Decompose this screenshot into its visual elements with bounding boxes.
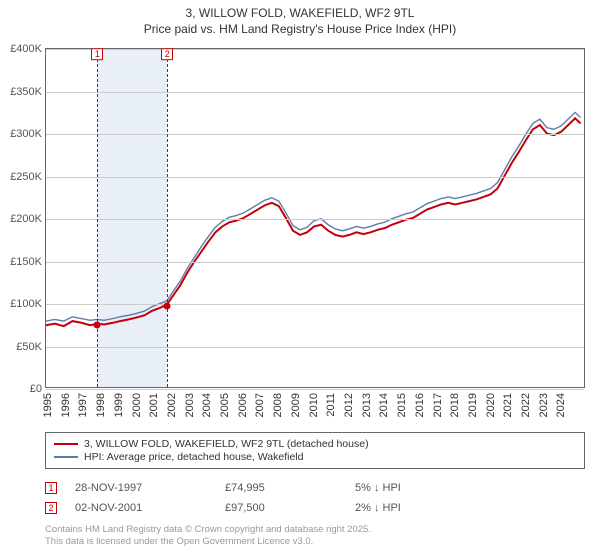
price-chart: £0£50K£100K£150K£200K£250K£300K£350K£400… xyxy=(45,48,585,388)
legend-label: HPI: Average price, detached house, Wake… xyxy=(84,451,303,463)
y-axis-label: £200K xyxy=(10,213,42,225)
transaction-marker-line xyxy=(97,49,98,387)
transactions-table: 1 28-NOV-1997£74,9955% ↓ HPI 2 02-NOV-2001£… xyxy=(45,478,585,518)
x-axis-label: 2017 xyxy=(432,393,444,417)
transaction-marker-line xyxy=(167,49,168,387)
gridline xyxy=(46,134,584,135)
gridline xyxy=(46,304,584,305)
title-line-2: Price paid vs. HM Land Registry's House … xyxy=(10,22,590,38)
x-axis-label: 2021 xyxy=(502,393,514,417)
gridline xyxy=(46,262,584,263)
row-pct: 5% ↓ HPI xyxy=(355,482,465,494)
y-axis-label: £250K xyxy=(10,171,42,183)
x-axis-label: 2019 xyxy=(467,393,479,417)
row-price: £74,995 xyxy=(225,482,355,494)
row-price: £97,500 xyxy=(225,502,355,514)
row-date: 02-NOV-2001 xyxy=(75,502,225,514)
transaction-marker-label: 2 xyxy=(161,48,173,60)
footnote-line-1: Contains HM Land Registry data © Crown c… xyxy=(45,524,585,536)
x-axis-label: 2003 xyxy=(184,393,196,417)
x-axis-label: 2015 xyxy=(396,393,408,417)
x-axis-label: 2013 xyxy=(361,393,373,417)
gridline xyxy=(46,92,584,93)
x-axis-label: 2001 xyxy=(148,393,160,417)
x-axis-label: 2007 xyxy=(254,393,266,417)
transaction-marker-label: 1 xyxy=(91,48,103,60)
x-axis-label: 2020 xyxy=(485,393,497,417)
x-axis-label: 2022 xyxy=(520,393,532,417)
y-axis-label: £350K xyxy=(10,86,42,98)
x-axis-label: 2016 xyxy=(414,393,426,417)
chart-title: 3, WILLOW FOLD, WAKEFIELD, WF2 9TL Price… xyxy=(0,0,600,41)
row-date: 28-NOV-1997 xyxy=(75,482,225,494)
x-axis-label: 2009 xyxy=(290,393,302,417)
gridline xyxy=(46,219,584,220)
y-axis-label: £0 xyxy=(30,383,42,395)
x-axis-label: 2006 xyxy=(237,393,249,417)
row-marker: 1 xyxy=(45,482,57,494)
transaction-point xyxy=(164,303,171,310)
x-axis-label: 1996 xyxy=(60,393,72,417)
x-axis-label: 1995 xyxy=(42,393,54,417)
x-axis-label: 2023 xyxy=(538,393,550,417)
transaction-point xyxy=(94,322,101,329)
legend-swatch xyxy=(54,456,78,458)
x-axis-label: 2002 xyxy=(166,393,178,417)
gridline xyxy=(46,49,584,50)
legend-item: 3, WILLOW FOLD, WAKEFIELD, WF2 9TL (deta… xyxy=(54,438,576,450)
row-pct: 2% ↓ HPI xyxy=(355,502,465,514)
x-axis-label: 2018 xyxy=(449,393,461,417)
x-axis-label: 2010 xyxy=(308,393,320,417)
y-axis-label: £400K xyxy=(10,43,42,55)
footnote: Contains HM Land Registry data © Crown c… xyxy=(45,524,585,549)
x-axis-label: 2014 xyxy=(378,393,390,417)
legend-label: 3, WILLOW FOLD, WAKEFIELD, WF2 9TL (deta… xyxy=(84,438,369,450)
x-axis-label: 2000 xyxy=(131,393,143,417)
title-line-1: 3, WILLOW FOLD, WAKEFIELD, WF2 9TL xyxy=(10,6,590,22)
x-axis-label: 1997 xyxy=(77,393,89,417)
x-axis-label: 2008 xyxy=(272,393,284,417)
x-axis-label: 2004 xyxy=(201,393,213,417)
x-axis-label: 2024 xyxy=(555,393,567,417)
y-axis-label: £300K xyxy=(10,128,42,140)
chart-lines xyxy=(46,49,584,387)
x-axis-label: 2012 xyxy=(343,393,355,417)
table-row: 2 02-NOV-2001£97,5002% ↓ HPI xyxy=(45,498,585,518)
x-axis-label: 2011 xyxy=(325,393,337,417)
legend-swatch xyxy=(54,443,78,445)
x-axis-label: 1998 xyxy=(95,393,107,417)
gridline xyxy=(46,389,584,390)
row-marker: 2 xyxy=(45,502,57,514)
x-axis-label: 1999 xyxy=(113,393,125,417)
chart-legend: 3, WILLOW FOLD, WAKEFIELD, WF2 9TL (deta… xyxy=(45,432,585,469)
y-axis-label: £100K xyxy=(10,298,42,310)
y-axis-label: £150K xyxy=(10,256,42,268)
gridline xyxy=(46,177,584,178)
footnote-line-2: This data is licensed under the Open Gov… xyxy=(45,536,585,548)
y-axis-label: £50K xyxy=(16,341,42,353)
legend-item: HPI: Average price, detached house, Wake… xyxy=(54,451,576,463)
table-row: 1 28-NOV-1997£74,9955% ↓ HPI xyxy=(45,478,585,498)
series-hpi xyxy=(46,112,581,321)
gridline xyxy=(46,347,584,348)
x-axis-label: 2005 xyxy=(219,393,231,417)
